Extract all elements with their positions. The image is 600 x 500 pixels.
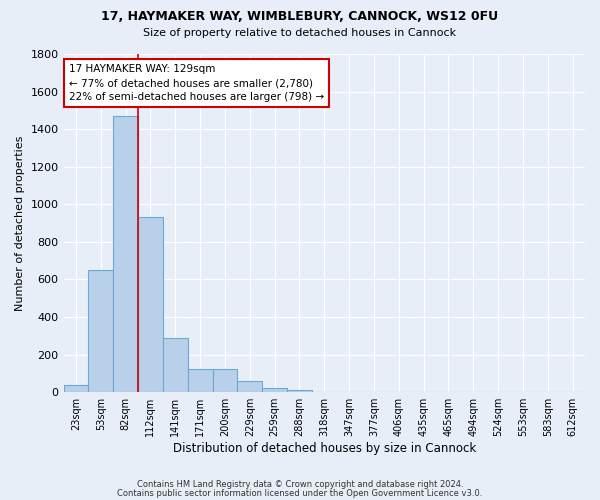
Bar (113, 116, 138, 392)
Bar (188, 368, 212, 392)
Text: Contains public sector information licensed under the Open Government Licence v3: Contains public sector information licen… (118, 488, 482, 498)
Bar (262, 388, 287, 392)
Bar (287, 390, 312, 392)
Text: Size of property relative to detached houses in Cannock: Size of property relative to detached ho… (143, 28, 457, 38)
Bar (64, 385, 88, 392)
Y-axis label: Number of detached properties: Number of detached properties (15, 136, 25, 311)
Bar (238, 381, 262, 392)
Bar (88, 270, 113, 392)
Text: 17, HAYMAKER WAY, WIMBLEBURY, CANNOCK, WS12 0FU: 17, HAYMAKER WAY, WIMBLEBURY, CANNOCK, W… (101, 10, 499, 23)
Bar (138, 216, 163, 392)
Bar (163, 338, 188, 392)
X-axis label: Distribution of detached houses by size in Cannock: Distribution of detached houses by size … (173, 442, 476, 455)
Text: 17 HAYMAKER WAY: 129sqm
← 77% of detached houses are smaller (2,780)
22% of semi: 17 HAYMAKER WAY: 129sqm ← 77% of detache… (69, 64, 324, 102)
Bar (212, 368, 238, 392)
Text: Contains HM Land Registry data © Crown copyright and database right 2024.: Contains HM Land Registry data © Crown c… (137, 480, 463, 489)
